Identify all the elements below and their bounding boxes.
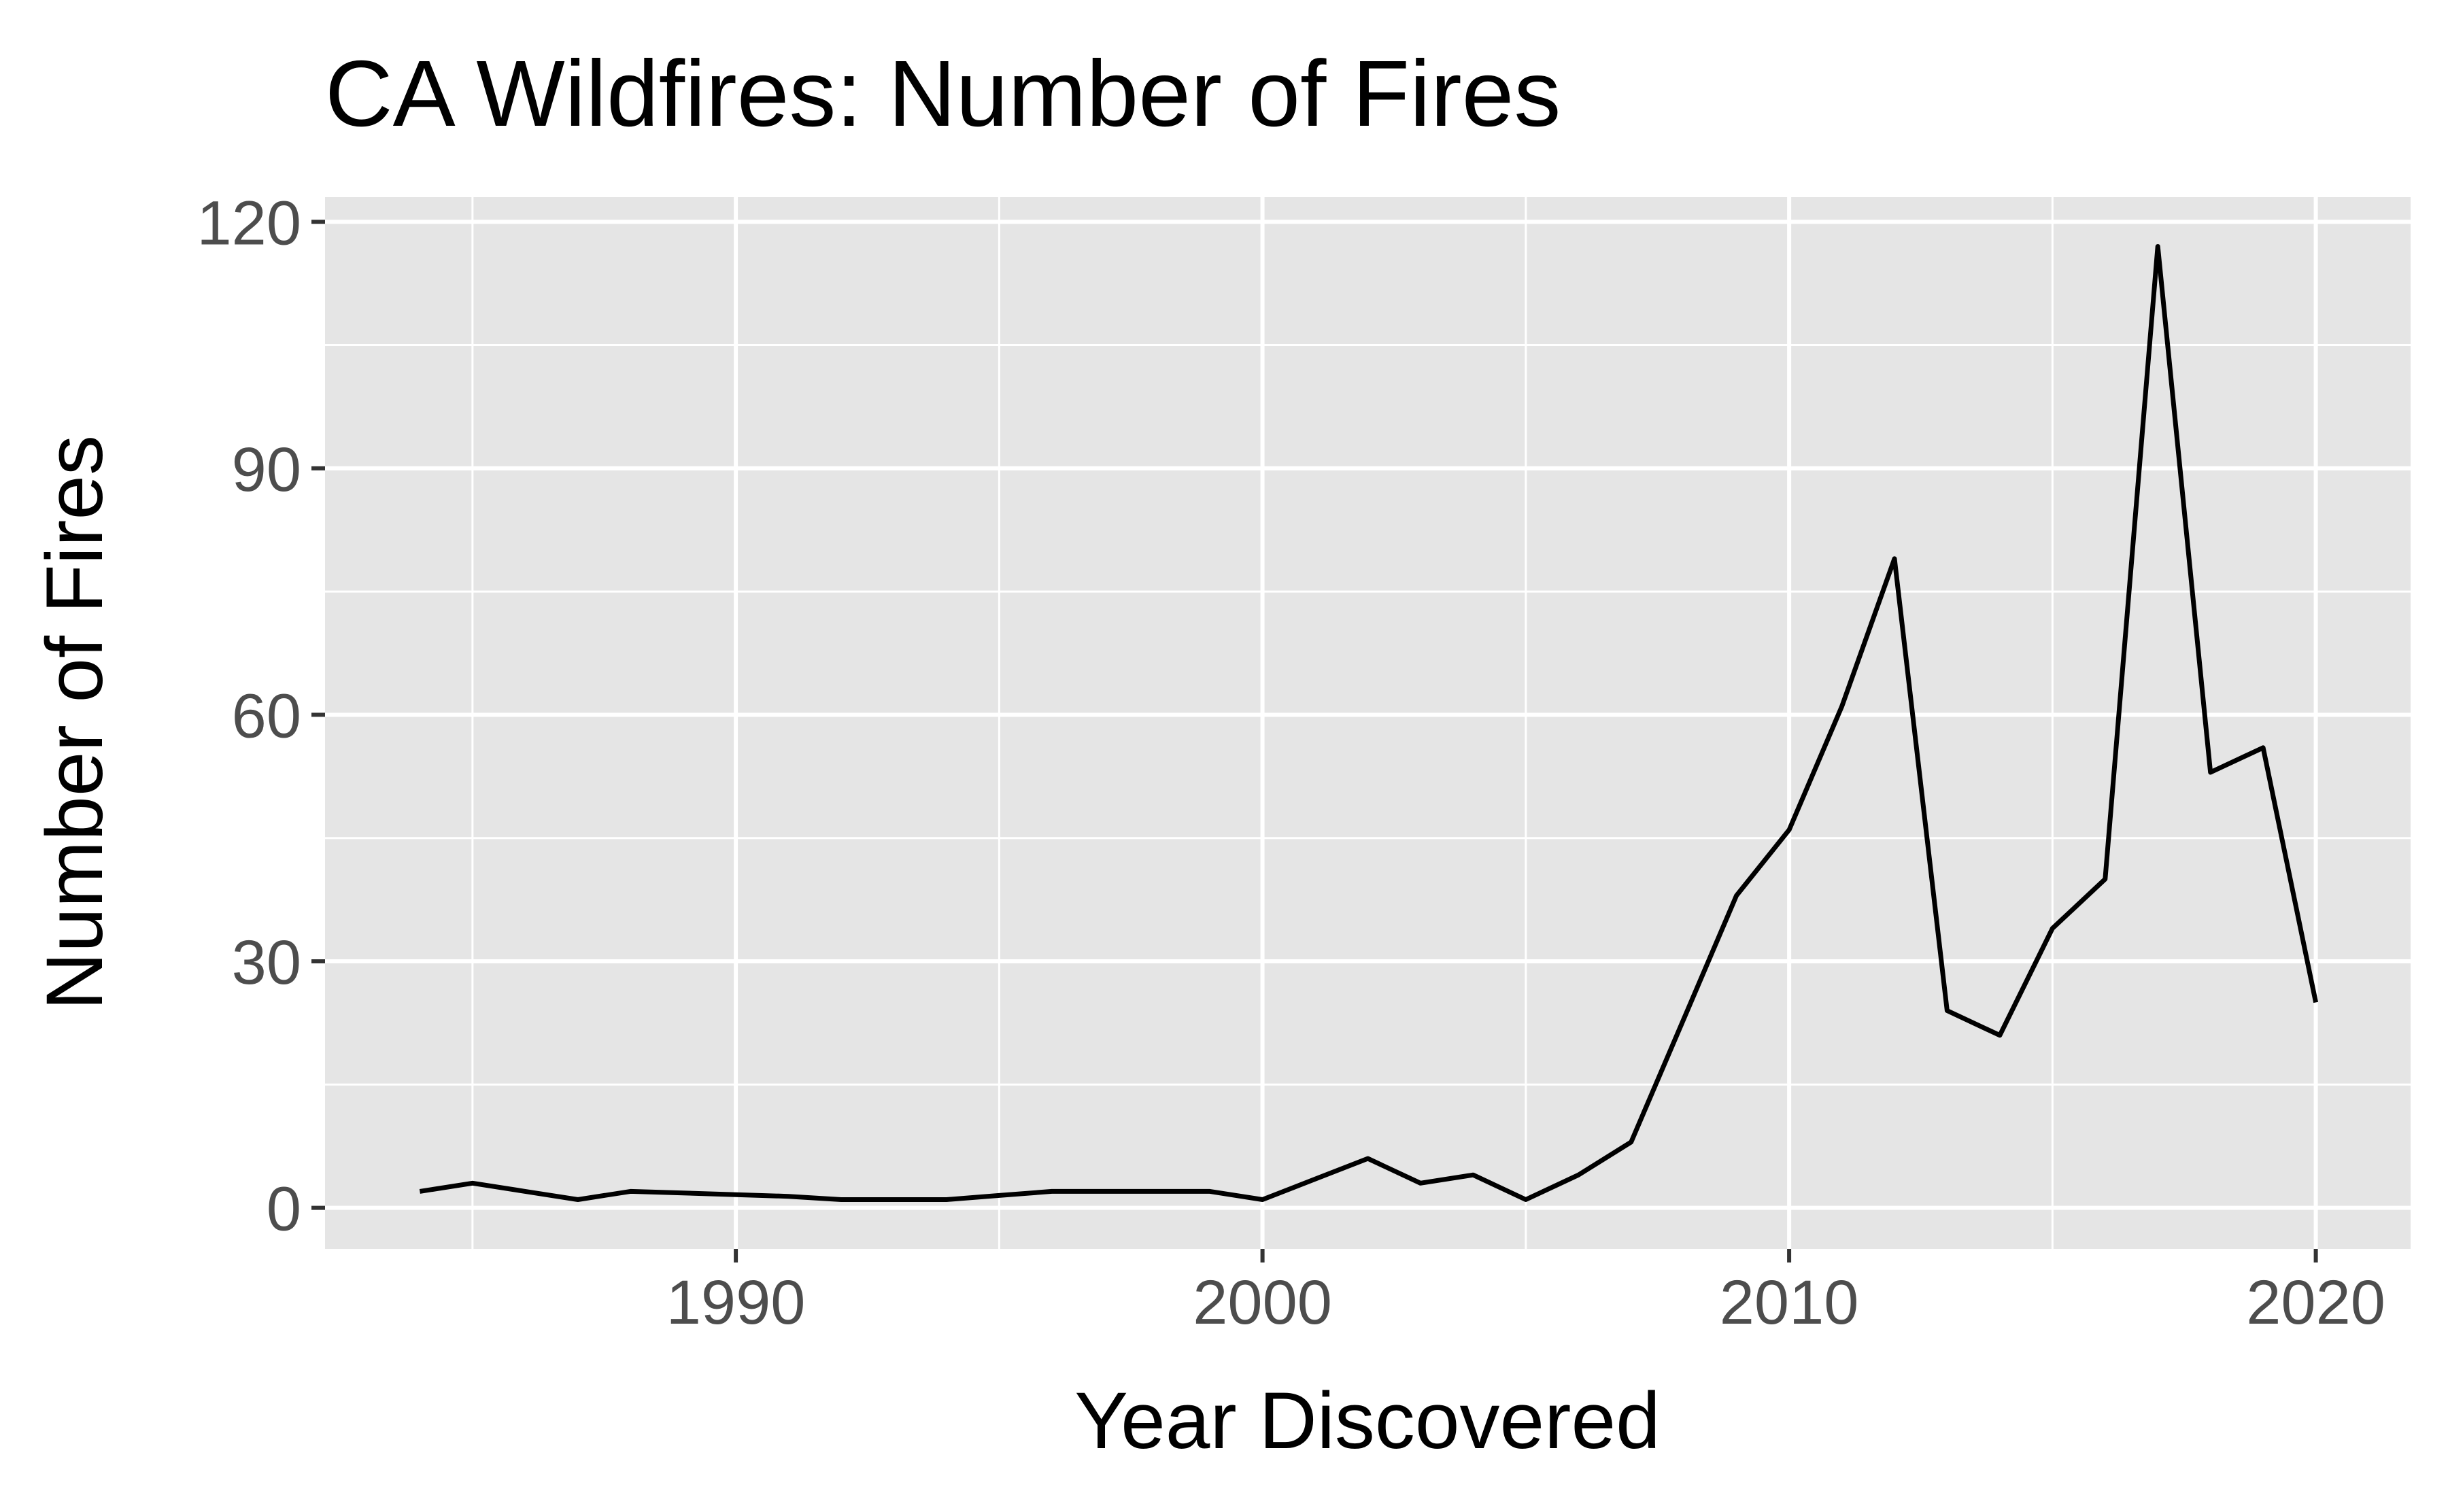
grid-minor (325, 197, 2411, 1249)
x-axis: 1990 2000 2010 2020 (666, 1249, 2385, 1337)
y-tick-label: 120 (197, 188, 302, 258)
y-axis-title: Number of Fires (30, 435, 120, 1010)
series-group (419, 244, 2319, 1202)
x-tick-label: 2010 (1720, 1268, 1859, 1337)
grid-major (325, 197, 2411, 1249)
plot-panel (325, 197, 2411, 1249)
x-axis-title: Year Discovered (1074, 1376, 1660, 1466)
y-tick-label: 0 (267, 1175, 301, 1244)
y-tick-label: 60 (232, 681, 301, 751)
x-tick-label: 2000 (1193, 1268, 1332, 1337)
chart-title: CA Wildfires: Number of Fires (325, 41, 1561, 146)
x-tick-label: 2020 (2246, 1268, 2385, 1337)
y-tick-label: 30 (232, 928, 301, 997)
y-axis: 0 30 60 90 120 (197, 188, 325, 1244)
x-tick-label: 1990 (666, 1268, 806, 1337)
series-line (419, 244, 2319, 1202)
y-tick-label: 90 (232, 435, 301, 504)
